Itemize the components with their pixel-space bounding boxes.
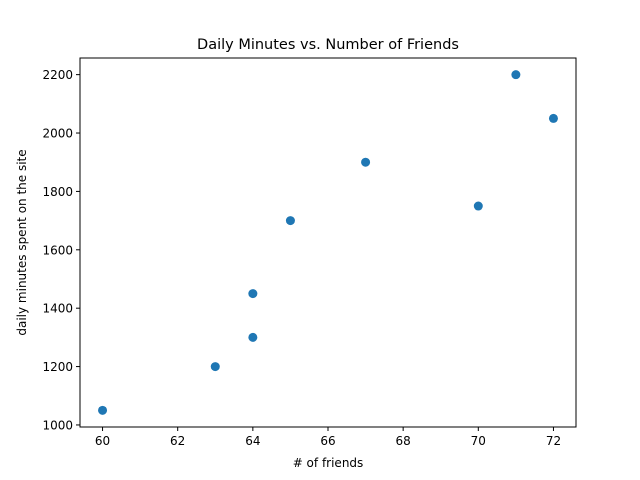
y-tick-label: 1400	[42, 302, 73, 316]
y-axis: 1000 1200 1400 1600 1800 2000 2200	[42, 68, 80, 432]
y-tick-label: 2200	[42, 68, 73, 82]
x-tick-label: 64	[245, 434, 260, 448]
data-points	[98, 70, 558, 415]
y-tick-label: 1800	[42, 185, 73, 199]
data-point	[248, 289, 258, 299]
y-axis-label: daily minutes spent on the site	[15, 149, 29, 335]
y-tick-label: 1600	[42, 243, 73, 257]
x-tick-label: 70	[471, 434, 486, 448]
data-point	[473, 201, 483, 211]
x-tick-label: 60	[95, 434, 110, 448]
data-point	[548, 113, 558, 123]
data-point	[210, 362, 220, 372]
y-tick-label: 2000	[42, 127, 73, 141]
y-tick-label: 1000	[42, 418, 73, 432]
x-tick-label: 68	[396, 434, 411, 448]
data-point	[361, 157, 371, 167]
x-tick-label: 62	[170, 434, 185, 448]
y-tick-label: 1200	[42, 360, 73, 374]
data-point	[98, 405, 108, 415]
data-point	[248, 332, 258, 342]
x-axis: 60 62 64 66 68 70 72	[95, 427, 561, 448]
chart-title: Daily Minutes vs. Number of Friends	[197, 37, 459, 53]
plot-area	[79, 57, 577, 428]
x-tick-label: 66	[320, 434, 335, 448]
data-point	[511, 70, 521, 80]
x-tick-label: 72	[546, 434, 561, 448]
x-axis-label: # of friends	[293, 456, 364, 470]
data-point	[285, 216, 295, 226]
